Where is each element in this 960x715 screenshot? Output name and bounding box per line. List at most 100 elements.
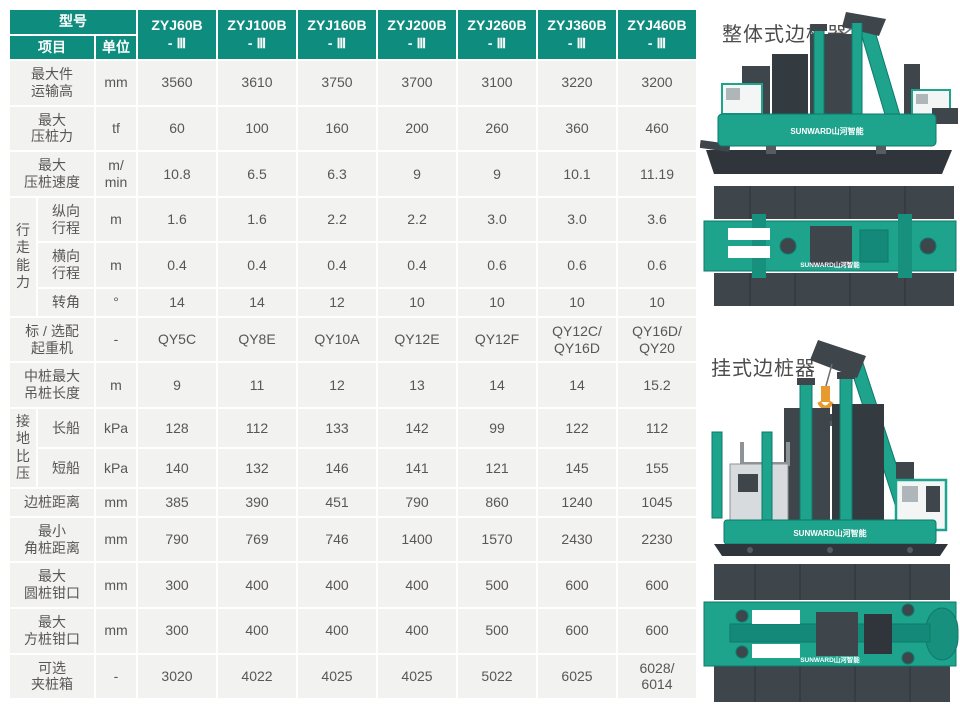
chassis-beam: SUNWARD山河智能 bbox=[723, 519, 937, 545]
table-row: 接 地 比 压长船 kPa 128 112 133 142 99 122 112 bbox=[10, 408, 696, 487]
value-cell: 12 bbox=[298, 363, 376, 407]
value-cell: 13 bbox=[378, 363, 456, 407]
value-cell: 132 bbox=[218, 448, 296, 487]
value-cell: 1570 bbox=[458, 517, 536, 562]
value-cell: 1045 bbox=[618, 488, 696, 516]
pontoon-base bbox=[714, 544, 948, 556]
bottom-pontoon bbox=[714, 666, 950, 702]
pile-press-blocks bbox=[784, 404, 884, 520]
row-label: 长船 bbox=[38, 408, 94, 447]
model-corner-header: 型号 bbox=[10, 10, 136, 34]
value-cell: 9 bbox=[378, 152, 456, 196]
value-cell: 6028/ 6014 bbox=[618, 654, 696, 699]
unit-cell: m bbox=[96, 363, 136, 407]
value-cell: 0.4 bbox=[138, 243, 216, 287]
table-row: 横向 行程 m 0.4 0.4 0.4 0.4 0.6 0.6 0.6 bbox=[10, 243, 696, 287]
value-cell: 400 bbox=[218, 608, 296, 653]
model-column-header: ZYJ460B - Ⅲ bbox=[618, 10, 696, 59]
value-cell: 0.4 bbox=[218, 243, 296, 287]
value-cell: 121 bbox=[458, 448, 536, 487]
value-cell: 141 bbox=[378, 448, 456, 487]
value-cell: 15.2 bbox=[618, 363, 696, 407]
table-row: 可选 夹桩箱 -3020 4022 4025 4025 5022 6025 6028/ 601… bbox=[10, 654, 696, 699]
value-cell: 128 bbox=[138, 408, 216, 447]
value-cell: 160 bbox=[298, 106, 376, 151]
value-cell: 3220 bbox=[538, 61, 616, 105]
model-column-header: ZYJ260B - Ⅲ bbox=[458, 10, 536, 59]
integral-piler-top-view-illustration: SUNWARD山河智能 bbox=[703, 186, 957, 306]
row-label: 最大 方桩钳口 bbox=[10, 608, 94, 653]
value-cell: 1240 bbox=[538, 488, 616, 516]
model-column-header: ZYJ200B - Ⅲ bbox=[378, 10, 456, 59]
value-cell: 14 bbox=[138, 288, 216, 316]
unit-cell: m/ min bbox=[96, 152, 136, 196]
value-cell: 14 bbox=[458, 363, 536, 407]
value-cell: 3750 bbox=[298, 61, 376, 105]
value-cell: 9 bbox=[458, 152, 536, 196]
value-cell: 5022 bbox=[458, 654, 536, 699]
value-cell: 390 bbox=[218, 488, 296, 516]
table-row: 最大件 运输高 mm 3560 3610 3750 3700 3100 3220 3200 bbox=[10, 61, 696, 105]
table-row: 标 / 选配 起重机 - QY5C QY8E QY10A QY12E QY12F QY12C/… bbox=[10, 317, 696, 362]
table-row: 最大 圆桩钳口 mm 300 400 400 400 500 600 600 bbox=[10, 563, 696, 607]
value-cell: 155 bbox=[618, 448, 696, 487]
unit-cell: kPa bbox=[96, 408, 136, 447]
pontoon-base bbox=[700, 139, 952, 174]
row-label: 横向 行程 bbox=[38, 243, 94, 287]
value-cell: 260 bbox=[458, 106, 536, 151]
value-cell: 112 bbox=[218, 408, 296, 447]
value-cell: 600 bbox=[538, 608, 616, 653]
left-platform bbox=[711, 431, 790, 521]
value-cell: 600 bbox=[538, 563, 616, 607]
value-cell: 10.8 bbox=[138, 152, 216, 196]
value-cell: 400 bbox=[298, 563, 376, 607]
value-cell: QY10A bbox=[298, 317, 376, 362]
value-cell: 1.6 bbox=[138, 197, 216, 242]
value-cell: 14 bbox=[218, 288, 296, 316]
table-row: 行 走 能 力纵向 行程 m 1.6 1.6 2.2 2.2 3.0 3.0 3.6 bbox=[10, 197, 696, 316]
row-label: 纵向 行程 bbox=[38, 197, 94, 242]
value-cell: 60 bbox=[138, 106, 216, 151]
spec-table: 型号 ZYJ60B - Ⅲ ZYJ100B - Ⅲ ZYJ160B - Ⅲ ZYJ20… bbox=[8, 8, 698, 700]
machine-frame: SUNWARD山河智能 bbox=[703, 214, 957, 278]
table-row: 转角 ° 14 14 12 10 10 10 10 bbox=[10, 288, 696, 316]
value-cell: 4022 bbox=[218, 654, 296, 699]
value-cell: 145 bbox=[538, 448, 616, 487]
value-cell: 3560 bbox=[138, 61, 216, 105]
table-row: 短船 kPa 140 132 146 141 121 145 155 bbox=[10, 448, 696, 487]
row-label: 中桩最大 吊桩长度 bbox=[10, 363, 94, 407]
value-cell: 1.6 bbox=[218, 197, 296, 242]
hanging-side-piler-label: 挂式边桩器 bbox=[711, 358, 816, 380]
row-label: 最大件 运输高 bbox=[10, 61, 94, 105]
top-pontoon bbox=[714, 564, 950, 600]
model-column-header: ZYJ100B - Ⅲ bbox=[218, 10, 296, 59]
row-label: 最大 压桩力 bbox=[10, 106, 94, 151]
value-cell: 3020 bbox=[138, 654, 216, 699]
value-cell: 6.5 bbox=[218, 152, 296, 196]
value-cell: 140 bbox=[138, 448, 216, 487]
value-cell: 2230 bbox=[618, 517, 696, 562]
value-cell: 460 bbox=[618, 106, 696, 151]
table-row: 最大 方桩钳口 mm 300 400 400 400 500 600 600 bbox=[10, 608, 696, 653]
value-cell: 10 bbox=[378, 288, 456, 316]
chassis-beam: SUNWARD山河智能 bbox=[717, 113, 937, 154]
model-column-header: ZYJ60B - Ⅲ bbox=[138, 10, 216, 59]
value-cell: 133 bbox=[298, 408, 376, 447]
value-cell: 0.6 bbox=[458, 243, 536, 287]
value-cell: 10 bbox=[538, 288, 616, 316]
value-cell: 0.4 bbox=[378, 243, 456, 287]
value-cell: 400 bbox=[378, 608, 456, 653]
machine-frame: SUNWARD山河智能 bbox=[703, 601, 959, 667]
value-cell: 860 bbox=[458, 488, 536, 516]
value-cell: 400 bbox=[218, 563, 296, 607]
value-cell: 4025 bbox=[298, 654, 376, 699]
value-cell: 12 bbox=[298, 288, 376, 316]
unit-cell: - bbox=[96, 654, 136, 699]
value-cell: QY12C/ QY16D bbox=[538, 317, 616, 362]
value-cell: 600 bbox=[618, 563, 696, 607]
value-cell: QY8E bbox=[218, 317, 296, 362]
value-cell: 2430 bbox=[538, 517, 616, 562]
value-cell: QY5C bbox=[138, 317, 216, 362]
value-cell: 300 bbox=[138, 608, 216, 653]
value-cell: 6025 bbox=[538, 654, 616, 699]
